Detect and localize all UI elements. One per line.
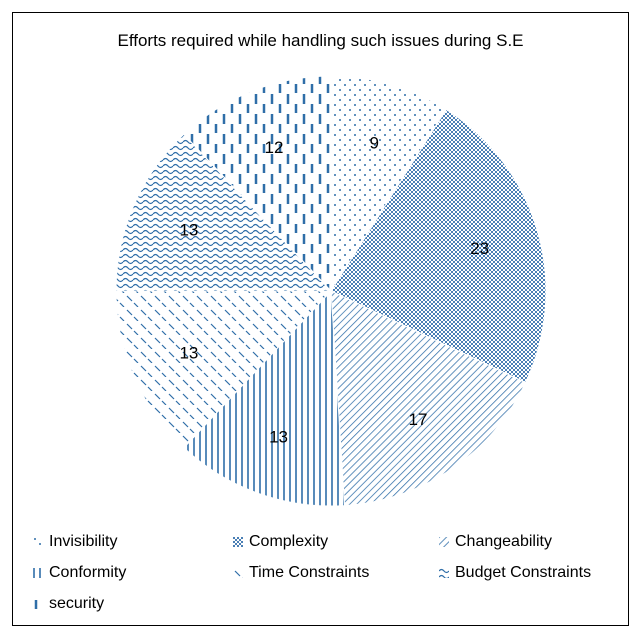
data-label-invisibility: 9 <box>369 133 378 152</box>
pie-chart: 9 23 17 13 13 13 12 <box>115 75 547 507</box>
legend-label: Conformity <box>49 564 127 581</box>
legend-item-security: security <box>33 595 104 613</box>
data-label-conformity: 13 <box>269 428 288 447</box>
legend-label: Changeability <box>455 533 552 550</box>
pie-data-labels: 9 23 17 13 13 13 12 <box>179 133 489 446</box>
pie-slice-security <box>183 75 332 293</box>
data-label-time-constraints: 13 <box>179 343 198 362</box>
legend-swatch <box>439 537 449 547</box>
legend-item-time-constraints: Time Constraints <box>233 564 369 582</box>
legend-label: Invisibility <box>49 533 118 550</box>
legend-item-changeability: Changeability <box>439 533 552 551</box>
legend-swatch <box>233 537 243 547</box>
legend-swatch <box>439 568 449 578</box>
pie-slice-time-constraints <box>115 290 333 449</box>
pie-slice-conformity <box>183 289 346 507</box>
legend-swatch <box>33 537 43 547</box>
pie-slice-budget-constraints <box>115 133 333 292</box>
data-label-security: 12 <box>265 138 284 157</box>
pie-slices <box>115 75 547 507</box>
legend-item-budget-constraints: Budget Constraints <box>439 564 591 582</box>
data-label-complexity: 23 <box>470 239 489 258</box>
legend-label: Time Constraints <box>249 564 370 581</box>
legend-item-invisibility: Invisibility <box>33 533 117 551</box>
data-label-changeability: 17 <box>409 410 428 429</box>
legend-swatch <box>33 599 43 609</box>
legend-label: Budget Constraints <box>455 564 592 581</box>
pie-slice-invisibility <box>330 75 447 293</box>
legend-label: Complexity <box>249 533 329 550</box>
legend-swatch <box>33 568 43 578</box>
chart-legend: Invisibility Complexity Changeability Confo… <box>33 533 633 623</box>
legend-item-complexity: Complexity <box>233 533 328 551</box>
pie-slice-changeability <box>330 290 527 507</box>
legend-item-conformity: Conformity <box>33 564 126 582</box>
legend-label: security <box>49 595 105 612</box>
data-label-budget-constraints: 13 <box>179 221 198 240</box>
legend-swatch <box>233 568 243 578</box>
pie-slice-complexity <box>330 108 547 384</box>
chart-frame: Efforts required while handling such iss… <box>12 12 629 626</box>
chart-title: Efforts required while handling such iss… <box>117 31 524 50</box>
